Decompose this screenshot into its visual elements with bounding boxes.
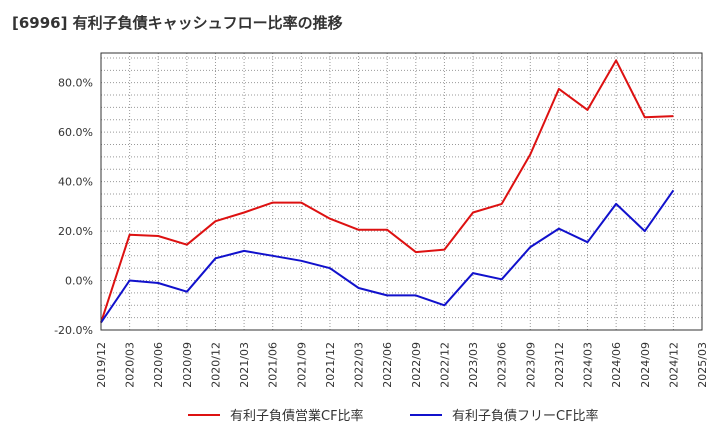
x-tick-label: 2020/06 [152, 342, 165, 388]
x-tick-label: 2023/03 [467, 342, 480, 388]
x-tick-label: 2020/09 [181, 342, 194, 388]
x-tick-label: 2021/06 [267, 342, 280, 388]
series-line-2 [100, 189, 675, 324]
grid-lines [101, 53, 702, 331]
x-tick-label: 2025/03 [696, 342, 709, 388]
y-tick-label: 40.0% [58, 176, 93, 189]
series-lines [100, 59, 675, 324]
x-axis-ticks: 2019/12 2020/03 2020/06 2020/09 2020/12 2021/… [95, 342, 709, 388]
y-tick-label: 0.0% [65, 275, 93, 288]
x-tick-label: 2022/03 [353, 342, 366, 388]
x-tick-label: 2024/03 [582, 342, 595, 388]
x-tick-label: 2024/12 [667, 342, 680, 388]
x-tick-label: 2023/12 [553, 342, 566, 388]
plot-frame [100, 52, 703, 331]
x-tick-label: 2024/09 [639, 342, 652, 388]
y-tick-label: 60.0% [58, 126, 93, 139]
x-tick-label: 2021/12 [324, 342, 337, 388]
legend-label-1: 有利子負債営業CF比率 [230, 408, 364, 424]
legend-label-2: 有利子負債フリーCF比率 [452, 408, 599, 424]
y-tick-label: -20.0% [54, 324, 93, 337]
x-tick-label: 2024/06 [610, 342, 623, 388]
x-tick-label: 2020/03 [124, 342, 137, 388]
legend: 有利子負債営業CF比率 有利子負債フリーCF比率 [188, 408, 599, 424]
x-tick-label: 2022/12 [438, 342, 451, 388]
chart-title: [6996] 有利子負債キャッシュフロー比率の推移 [12, 14, 343, 32]
x-tick-label: 2023/06 [496, 342, 509, 388]
x-tick-label: 2021/03 [238, 342, 251, 388]
series-line-1 [100, 59, 674, 323]
y-tick-label: 80.0% [58, 77, 93, 90]
x-tick-label: 2019/12 [95, 342, 108, 388]
x-tick-label: 2022/06 [381, 342, 394, 388]
x-tick-label: 2022/09 [410, 342, 423, 388]
x-tick-label: 2023/09 [524, 342, 537, 388]
x-tick-label: 2021/09 [295, 342, 308, 388]
x-tick-label: 2020/12 [209, 342, 222, 388]
y-tick-label: 20.0% [58, 225, 93, 238]
y-axis-ticks: -20.0% 0.0% 20.0% 40.0% 60.0% 80.0% [54, 77, 93, 337]
